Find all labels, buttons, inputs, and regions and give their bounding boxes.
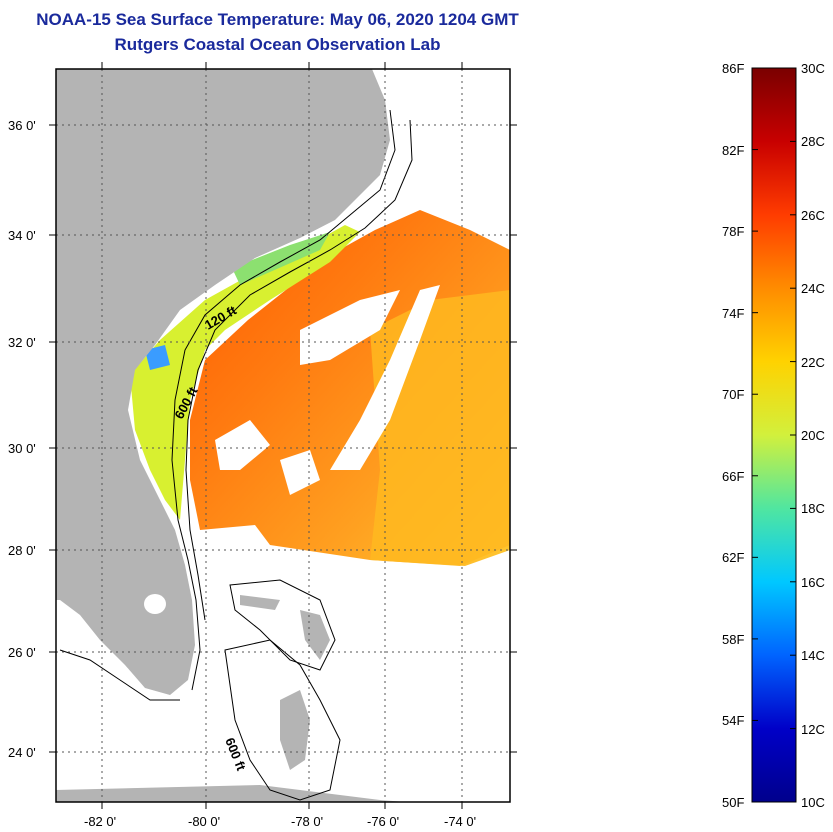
bahamas-grand: [240, 595, 280, 610]
colorbar-label-f: 74F: [722, 306, 744, 321]
colorbar-label-c: 26C: [801, 208, 825, 223]
lon-label-82: -82 0': [84, 814, 116, 829]
colorbar-label-c: 28C: [801, 134, 825, 149]
lat-label-36: 36 0': [8, 118, 36, 133]
colorbar-label-c: 14C: [801, 648, 825, 663]
cuba-north-edge: [56, 785, 510, 832]
colorbar-label-f: 54F: [722, 713, 744, 728]
colorbar-label-c: 12C: [801, 722, 825, 737]
lat-label-32: 32 0': [8, 335, 36, 350]
colorbar-label-f: 86F: [722, 61, 744, 76]
contour-label-600ft-bahamas: 600 ft: [222, 736, 249, 774]
colorbar-label-c: 18C: [801, 501, 825, 516]
colorbar-label-c: 30C: [801, 61, 825, 76]
colorbar-label-c: 16C: [801, 575, 825, 590]
colorbar-label-f: 78F: [722, 224, 744, 239]
colorbar-label-f: 70F: [722, 387, 744, 402]
lon-label-80: -80 0': [188, 814, 220, 829]
colorbar-label-f: 58F: [722, 632, 744, 647]
colorbar-label-c: 22C: [801, 355, 825, 370]
lake-okeechobee: [144, 594, 166, 614]
colorbar-label-c: 24C: [801, 281, 825, 296]
lon-label-74: -74 0': [444, 814, 476, 829]
lat-label-34: 34 0': [8, 228, 36, 243]
colorbar-label-f: 62F: [722, 550, 744, 565]
lon-label-78: -78 0': [291, 814, 323, 829]
lat-label-26: 26 0': [8, 645, 36, 660]
colorbar-label-f: 82F: [722, 143, 744, 158]
colorbar-label-f: 50F: [722, 795, 744, 810]
colorbar-label-c: 20C: [801, 428, 825, 443]
lat-label-30: 30 0': [8, 441, 36, 456]
sst-swath-east: [370, 290, 510, 566]
colorbar-label-f: 66F: [722, 469, 744, 484]
lat-label-28: 28 0': [8, 543, 36, 558]
bahamas-andros: [280, 690, 310, 770]
lon-label-76: -76 0': [367, 814, 399, 829]
colorbar-label-c: 10C: [801, 795, 825, 810]
lat-label-24: 24 0': [8, 745, 36, 760]
